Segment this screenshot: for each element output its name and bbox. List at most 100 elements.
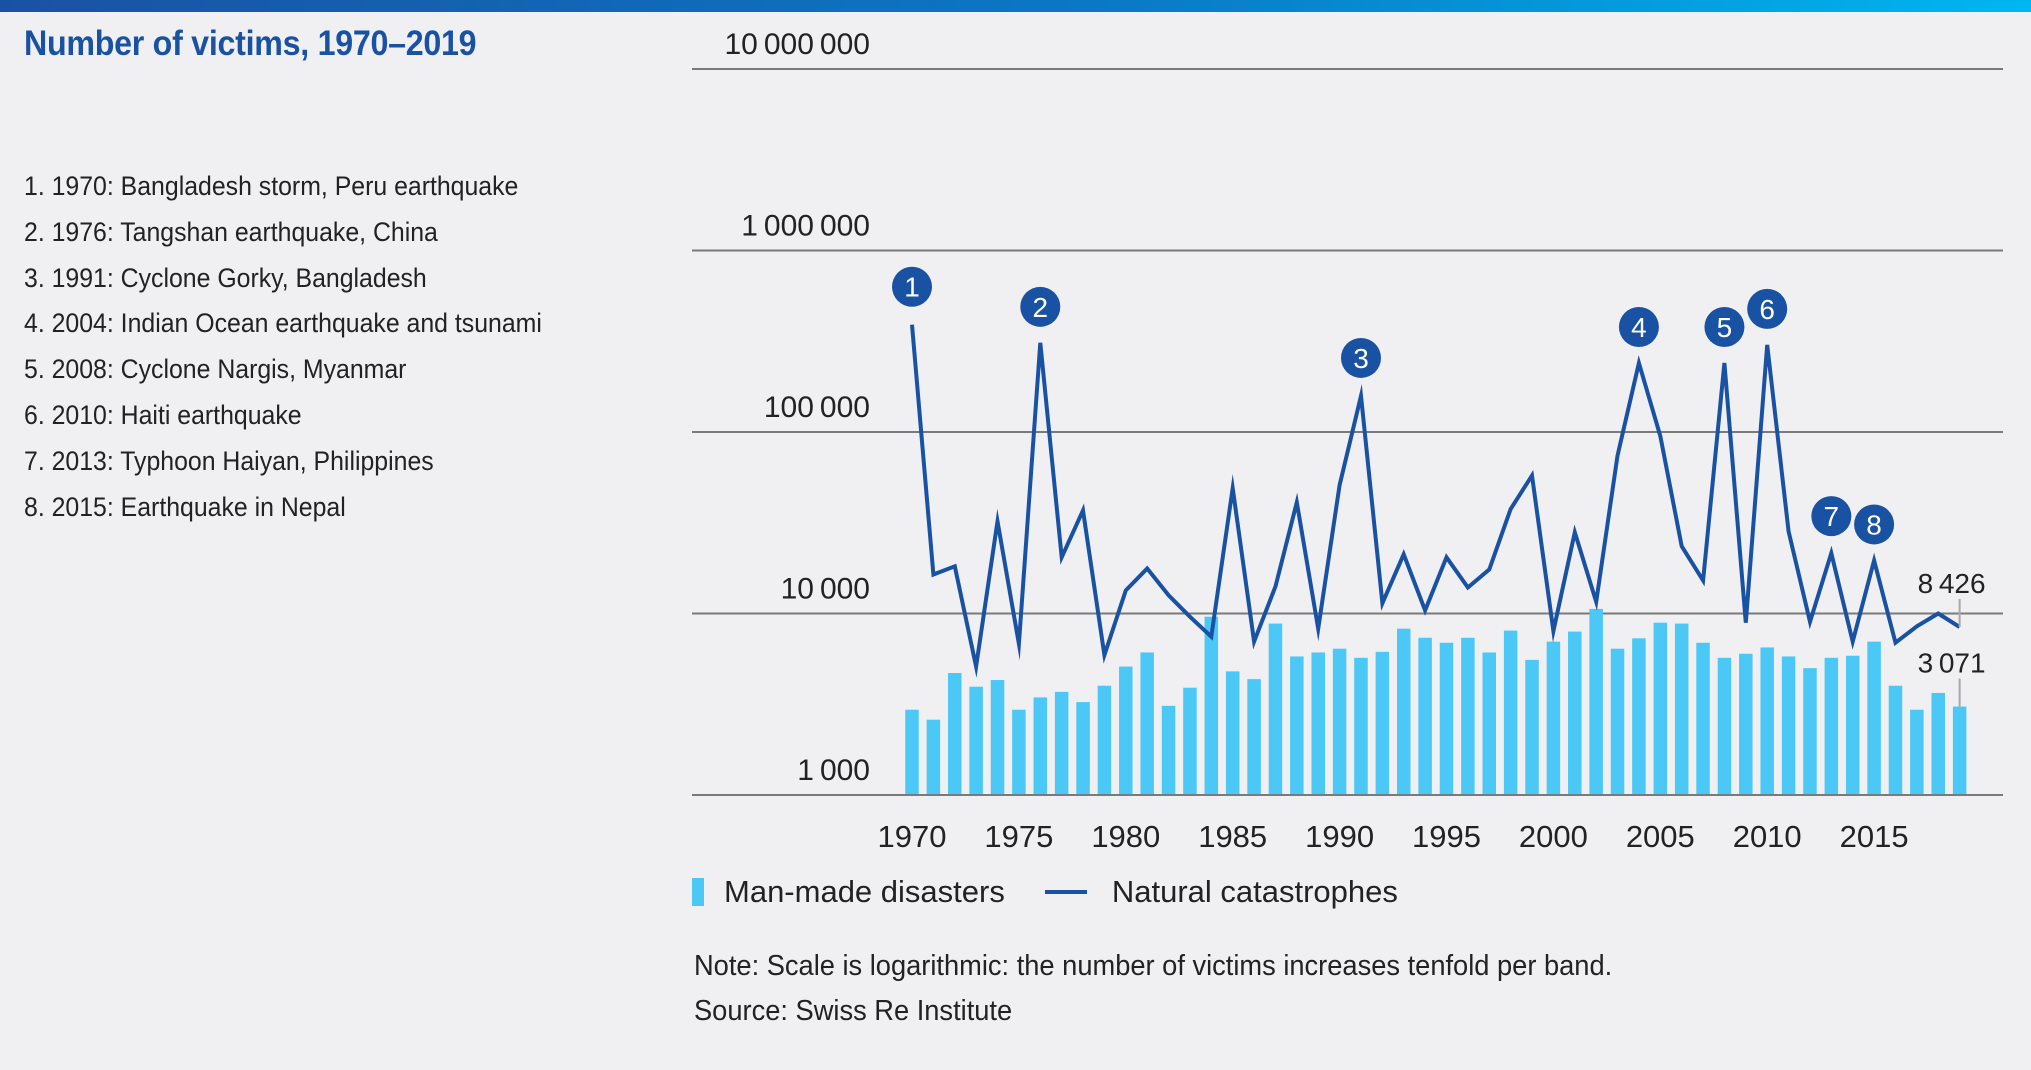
bar [905, 709, 919, 794]
bar [1632, 638, 1646, 794]
bar [1418, 637, 1432, 794]
bar [1910, 709, 1924, 794]
event-item: 7. 2013: Typhoon Haiyan, Philippines [24, 445, 434, 476]
bar [1674, 623, 1689, 794]
bar [1183, 687, 1197, 794]
legend-swatch-bars [692, 878, 704, 906]
header-gradient-bar [0, 0, 2031, 12]
event-marker-circle [1340, 337, 1381, 378]
bar [990, 680, 1005, 794]
bar [1461, 637, 1475, 794]
event-marker: 5 [1704, 306, 1745, 347]
event-marker-circle [1854, 504, 1895, 545]
bar [1546, 641, 1561, 794]
y-tick-label: 100 000 [764, 391, 870, 424]
event-item: 5. 2008: Cyclone Nargis, Myanmar [24, 354, 407, 385]
bar [1354, 657, 1368, 794]
bar [1439, 642, 1454, 794]
event-marker-circle [1020, 286, 1061, 327]
x-tick-label: 1990 [1305, 819, 1374, 854]
bar [1033, 697, 1048, 794]
gridlines [692, 68, 2003, 796]
event-marker-circle [1811, 496, 1852, 537]
bar [1204, 616, 1219, 794]
bar [1247, 679, 1261, 794]
value-annotations: 8 426 3 071 [1918, 568, 1986, 707]
legend: Man-made disasters Natural catastrophes [692, 874, 1398, 910]
event-item: 2. 1976: Tangshan earthquake, China [24, 216, 438, 247]
annotation-label: 3 071 [1918, 648, 1986, 679]
bar [1482, 652, 1497, 794]
bar [1589, 608, 1603, 794]
event-marker: 4 [1618, 306, 1659, 347]
y-axis-labels: 1 000 10 000 100 000 1 000 000 10 000 000 [725, 28, 871, 787]
x-tick-label: 2010 [1733, 819, 1802, 854]
bar [1311, 652, 1325, 794]
bar [1097, 685, 1112, 794]
bar [1568, 631, 1582, 794]
y-tick-label: 1 000 [797, 754, 870, 787]
event-list: 1. 1970: Bangladesh storm, Peru earthqua… [24, 164, 587, 530]
bar [1161, 705, 1176, 794]
event-marker-number: 1 [904, 272, 920, 303]
bar [1739, 653, 1753, 794]
event-marker-number: 2 [1032, 292, 1048, 323]
bar [1610, 648, 1625, 794]
bar [1076, 702, 1090, 794]
bar [1119, 666, 1133, 794]
event-marker-number: 8 [1866, 509, 1882, 540]
bar [1824, 657, 1839, 794]
x-tick-label: 1985 [1198, 819, 1267, 854]
event-marker-circle [892, 266, 932, 307]
x-tick-label: 2000 [1519, 819, 1588, 854]
bar [1696, 642, 1710, 794]
event-item: 8. 2015: Earthquake in Nepal [24, 491, 346, 522]
event-item: 4. 2004: Indian Ocean earthquake and tsu… [24, 308, 542, 339]
bar [1888, 685, 1903, 794]
event-marker: 2 [1020, 286, 1061, 327]
event-marker-number: 5 [1717, 312, 1733, 343]
event-item: 1. 1970: Bangladesh storm, Peru earthqua… [24, 171, 519, 201]
chart-canvas: 1 000 10 000 100 000 1 000 000 10 000 000 1 2… [692, 28, 2003, 854]
bar [1760, 647, 1774, 794]
bar [1503, 630, 1518, 794]
event-marker: 7 [1811, 496, 1852, 537]
y-tick-label: 1 000 000 [741, 210, 870, 243]
bar [1845, 655, 1860, 794]
bar [1140, 652, 1154, 794]
bar [1653, 622, 1668, 794]
bar [1525, 659, 1539, 794]
bar [1225, 671, 1240, 794]
event-item: 6. 2010: Haiti earthquake [24, 399, 302, 430]
y-tick-label: 10 000 [781, 573, 870, 606]
source-text: Source: Swiss Re Institute [694, 995, 1013, 1027]
legend-label-line: Natural catastrophes [1111, 874, 1398, 909]
event-marker: 8 [1854, 504, 1895, 545]
event-marker: 6 [1747, 288, 1788, 329]
x-tick-label: 1995 [1412, 819, 1481, 854]
bar [1931, 692, 1945, 794]
x-tick-label: 2005 [1626, 819, 1695, 854]
event-marker-number: 6 [1759, 294, 1775, 325]
bar [1803, 668, 1817, 794]
bar [1952, 706, 1967, 794]
bar [1290, 656, 1304, 794]
x-tick-label: 1980 [1091, 819, 1160, 854]
event-marker: 1 [892, 266, 932, 307]
event-marker: 3 [1340, 337, 1381, 378]
note-text: Note: Scale is logarithmic: the number o… [694, 950, 1613, 982]
bar [1396, 628, 1411, 794]
bar [1332, 648, 1347, 794]
annotation-label: 8 426 [1918, 568, 1986, 599]
line-series-natural [910, 324, 1961, 678]
bar [1054, 691, 1069, 794]
bar-series-man-made [905, 608, 1967, 794]
bar [1867, 641, 1881, 794]
event-marker-number: 3 [1353, 343, 1369, 374]
legend-swatch-line [1044, 890, 1087, 894]
event-marker-circle [1747, 288, 1788, 329]
x-tick-label: 1975 [984, 819, 1053, 854]
bar [948, 673, 962, 794]
x-tick-label: 2015 [1840, 819, 1909, 854]
